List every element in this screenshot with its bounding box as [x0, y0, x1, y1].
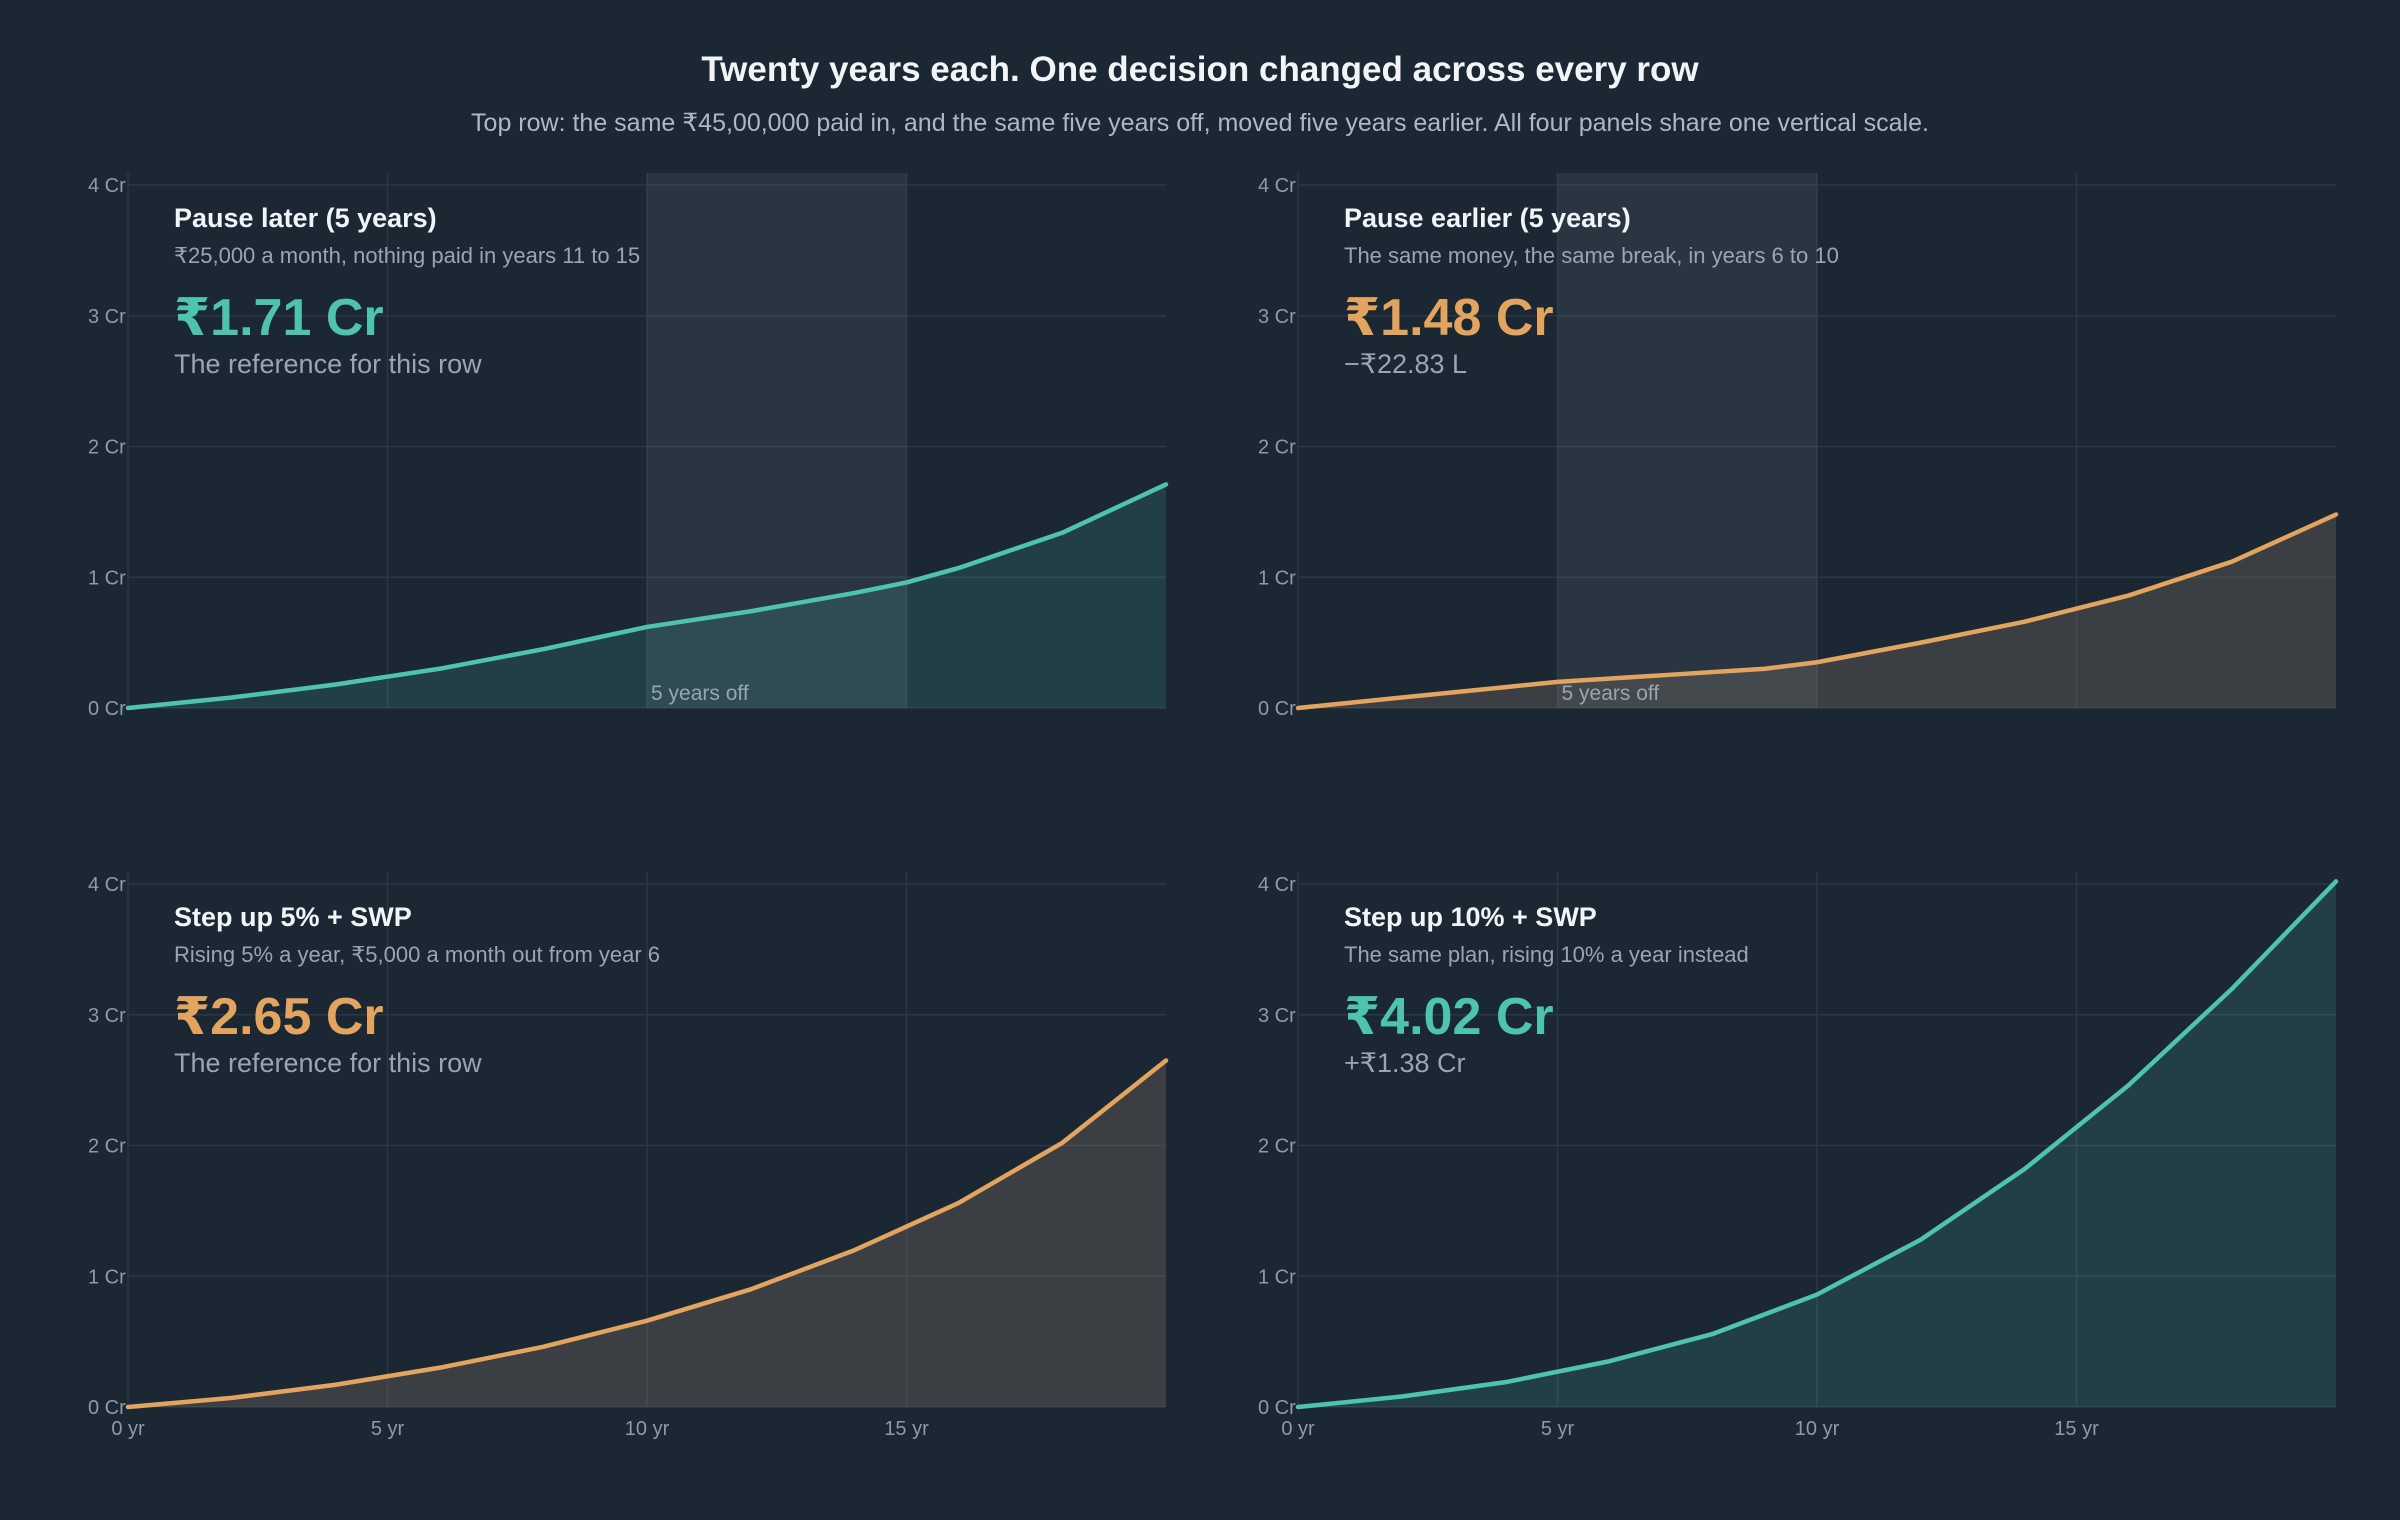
y-tick-label: 0 Cr [1258, 698, 1296, 720]
pause-label: 5 years off [651, 682, 749, 705]
panel-subtitle: The same money, the same break, in years… [1344, 243, 1839, 268]
y-tick-label: 3 Cr [1258, 306, 1296, 328]
panel-title: Step up 10% + SWP [1344, 902, 1597, 932]
series-line [125, 1058, 1169, 1410]
y-tick-label: 1 Cr [88, 1266, 126, 1288]
panel-note: The reference for this row [174, 349, 482, 379]
x-tick-label: 15 yr [2054, 1418, 2099, 1440]
panel-value: ₹4.02 Cr [1344, 988, 1554, 1046]
panel-subtitle: ₹25,000 a month, nothing paid in years 1… [174, 243, 640, 268]
y-tick-label: 4 Cr [88, 874, 126, 896]
panel-value: ₹1.48 Cr [1344, 289, 1554, 347]
y-tick-label: 2 Cr [88, 437, 126, 459]
y-tick-label: 4 Cr [1258, 874, 1296, 896]
x-tick-label: 10 yr [1795, 1418, 1840, 1440]
y-tick-label: 4 Cr [88, 175, 126, 197]
y-tick-label: 2 Cr [1258, 437, 1296, 459]
x-tick-label: 5 yr [1541, 1418, 1575, 1440]
y-tick-label: 3 Cr [88, 306, 126, 328]
y-tick-label: 3 Cr [88, 1005, 126, 1027]
y-tick-label: 2 Cr [1258, 1136, 1296, 1158]
x-tick-label: 15 yr [884, 1418, 929, 1440]
series-area [128, 1060, 1166, 1407]
series-area [128, 484, 1166, 708]
series-line [1295, 512, 2339, 711]
panel-note: The reference for this row [174, 1048, 482, 1078]
y-tick-label: 1 Cr [88, 567, 126, 589]
pause-label: 5 years off [1562, 682, 1660, 705]
x-tick-label: 10 yr [625, 1418, 670, 1440]
series-area [1298, 514, 2336, 708]
y-tick-label: 1 Cr [1258, 567, 1296, 589]
y-tick-label: 0 Cr [88, 698, 126, 720]
y-tick-label: 2 Cr [88, 1136, 126, 1158]
y-tick-label: 1 Cr [1258, 1266, 1296, 1288]
panel-note: −₹22.83 L [1344, 349, 1467, 379]
chart-subtitle: Top row: the same ₹45,00,000 paid in, an… [471, 109, 1929, 137]
panel-subtitle: Rising 5% a year, ₹5,000 a month out fro… [174, 942, 660, 967]
y-tick-label: 0 Cr [88, 1397, 126, 1419]
x-tick-label: 0 yr [1281, 1418, 1315, 1440]
x-tick-label: 5 yr [371, 1418, 405, 1440]
x-tick-label: 0 yr [111, 1418, 145, 1440]
panel-title: Pause earlier (5 years) [1344, 203, 1631, 233]
panel-note: +₹1.38 Cr [1344, 1048, 1466, 1078]
panel-subtitle: The same plan, rising 10% a year instead [1344, 942, 1749, 967]
series-line [1295, 879, 2339, 1410]
series-area [1298, 881, 2336, 1407]
y-tick-label: 3 Cr [1258, 1005, 1296, 1027]
panel-title: Pause later (5 years) [174, 203, 437, 233]
panel-value: ₹1.71 Cr [174, 289, 384, 347]
y-tick-label: 4 Cr [1258, 175, 1296, 197]
chart-title: Twenty years each. One decision changed … [701, 50, 1699, 89]
panel-title: Step up 5% + SWP [174, 902, 412, 932]
series-line [125, 482, 1169, 711]
pause-band [1557, 173, 1817, 708]
y-tick-label: 0 Cr [1258, 1397, 1296, 1419]
panel-value: ₹2.65 Cr [174, 988, 384, 1046]
